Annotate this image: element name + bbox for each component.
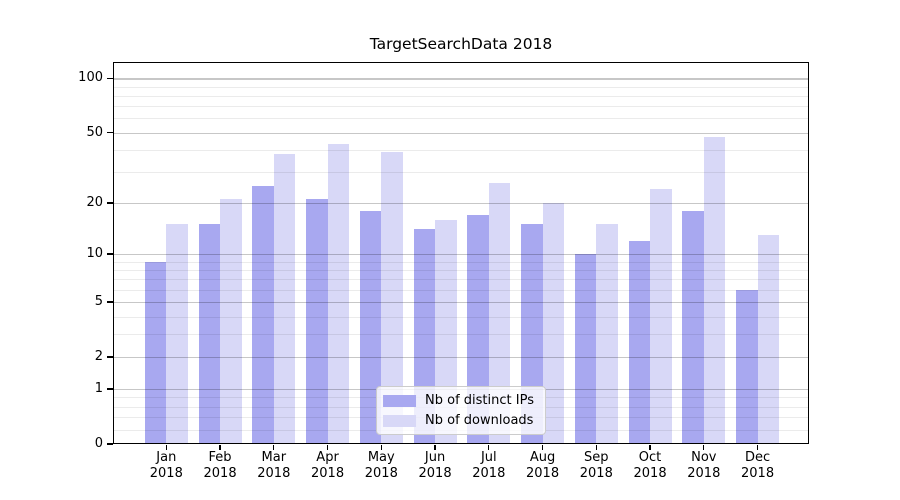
x-tick-label-sep: Sep 2018 — [579, 450, 613, 481]
major-gridline-2 — [113, 356, 809, 359]
x-tickmark-jul — [488, 444, 490, 450]
minor-gridline-60 — [113, 118, 809, 120]
bar-ips-may — [359, 210, 382, 444]
y-tickmark-50 — [107, 131, 113, 134]
x-tick-label-jan: Jan 2018 — [149, 450, 183, 481]
legend-row-ips: Nb of distinct IPs — [383, 393, 534, 408]
x-tick-label-feb: Feb 2018 — [203, 450, 237, 481]
bar-ips-dec — [736, 289, 758, 444]
bar-ips-apr — [306, 199, 328, 444]
legend-row-downloads: Nb of downloads — [383, 413, 534, 428]
y-tickmark-0 — [107, 443, 113, 445]
y-tick-label-20: 20 — [86, 194, 103, 210]
bar-ips-sep — [574, 254, 597, 444]
legend: Nb of distinct IPs Nb of downloads — [376, 386, 546, 435]
bar-downloads-sep — [596, 224, 618, 444]
minor-gridline-70 — [113, 106, 809, 108]
y-tickmark-100 — [107, 77, 113, 80]
x-tick-label-oct: Oct 2018 — [633, 450, 667, 481]
y-tick-label-2: 2 — [94, 348, 103, 364]
x-tick-label-jul: Jul 2018 — [472, 450, 506, 481]
x-tickmark-oct — [649, 444, 651, 450]
legend-label-downloads: Nb of downloads — [425, 413, 534, 428]
bar-ips-nov — [682, 210, 704, 444]
bar-downloads-feb — [220, 199, 242, 444]
bar-ips-mar — [252, 185, 274, 444]
y-tick-label-0: 0 — [94, 436, 103, 451]
bar-ips-oct — [628, 240, 651, 444]
major-gridline-5 — [113, 302, 809, 304]
x-tick-label-jun: Jun 2018 — [418, 450, 452, 481]
bar-ips-feb — [198, 224, 221, 444]
chart-title: TargetSearchData 2018 — [369, 35, 553, 53]
minor-gridline-40 — [113, 149, 809, 151]
bar-downloads-oct — [650, 189, 672, 444]
x-tick-label-mar: Mar 2018 — [257, 450, 291, 481]
x-tickmark-aug — [541, 444, 544, 450]
x-tickmark-apr — [326, 444, 329, 450]
bar-downloads-jul — [488, 182, 511, 444]
bar-downloads-dec — [757, 234, 780, 444]
bar-downloads-nov — [703, 137, 726, 444]
x-tickmark-jun — [434, 444, 436, 450]
y-tick-label-10: 10 — [86, 246, 103, 262]
x-tickmark-may — [380, 444, 382, 450]
x-tick-label-apr: Apr 2018 — [311, 450, 345, 481]
minor-gridline-7 — [113, 279, 809, 281]
bar-downloads-mar — [273, 153, 296, 444]
bar-downloads-may — [381, 151, 403, 444]
x-tick-label-dec: Dec 2018 — [741, 450, 775, 481]
minor-gridline-30 — [113, 171, 809, 173]
y-tickmark-10 — [107, 253, 113, 255]
legend-swatch-downloads — [383, 414, 417, 427]
x-tick-label-aug: Aug 2018 — [526, 450, 560, 481]
y-tick-label-50: 50 — [86, 124, 103, 140]
bar-downloads-aug — [542, 202, 565, 444]
major-gridline-50 — [113, 132, 809, 134]
minor-gridline-6 — [113, 289, 809, 291]
x-tick-label-nov: Nov 2018 — [687, 450, 721, 481]
y-tickmark-5 — [107, 301, 113, 303]
major-gridline-100 — [113, 78, 809, 80]
minor-gridline-9 — [113, 261, 809, 263]
y-tickmark-2 — [107, 356, 113, 358]
minor-gridline-8 — [113, 269, 809, 271]
x-tickmark-dec — [756, 444, 759, 450]
bar-downloads-apr — [327, 144, 350, 444]
x-tickmark-sep — [595, 444, 597, 450]
y-tickmark-20 — [107, 202, 113, 204]
major-gridline-20 — [113, 202, 809, 204]
x-tick-label-may: May 2018 — [364, 450, 398, 481]
x-tickmark-feb — [219, 444, 221, 450]
legend-label-ips: Nb of distinct IPs — [425, 393, 534, 408]
bar-ips-jan — [144, 261, 167, 444]
y-tickmark-1 — [107, 388, 113, 390]
bar-downloads-jan — [166, 224, 188, 444]
major-gridline-10 — [113, 254, 809, 256]
y-tick-label-100: 100 — [78, 70, 103, 86]
x-tickmark-jan — [165, 444, 167, 450]
legend-swatch-ips — [383, 394, 417, 407]
plot-area: Nb of distinct IPs Nb of downloads — [113, 62, 809, 444]
minor-gridline-4 — [113, 316, 809, 318]
y-tick-label-5: 5 — [94, 294, 103, 310]
minor-gridline-90 — [113, 86, 809, 88]
y-tick-label-1: 1 — [94, 381, 103, 397]
x-tickmark-mar — [273, 444, 275, 450]
minor-gridline-3 — [113, 334, 809, 336]
x-tickmark-nov — [703, 444, 705, 450]
minor-gridline-80 — [113, 95, 809, 97]
